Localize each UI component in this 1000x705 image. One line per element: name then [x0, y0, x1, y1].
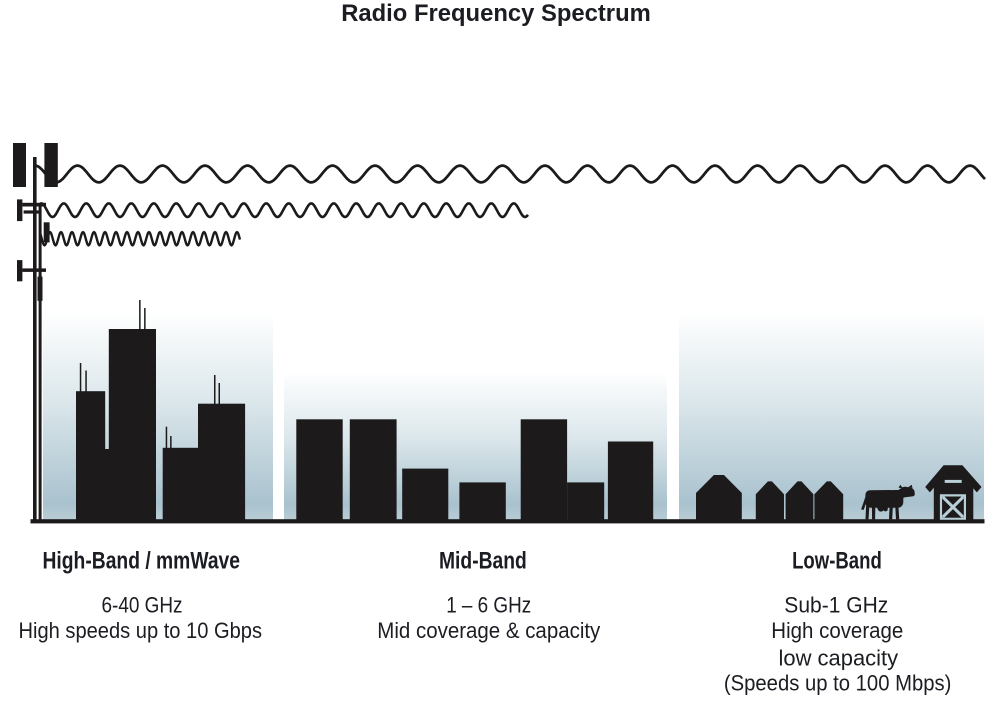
svg-text:6-40 GHz: 6-40 GHz	[102, 592, 183, 617]
svg-text:Sub-1 GHz: Sub-1 GHz	[784, 592, 888, 617]
svg-text:Radio Frequency Spectrum: Radio Frequency Spectrum	[341, 0, 651, 27]
svg-text:High coverage: High coverage	[771, 618, 903, 643]
svg-text:(Speeds up to 100 Mbps): (Speeds up to 100 Mbps)	[724, 671, 952, 696]
svg-text:Mid-Band: Mid-Band	[439, 548, 527, 575]
svg-text:Low-Band: Low-Band	[792, 548, 882, 575]
svg-text:Mid coverage & capacity: Mid coverage & capacity	[377, 618, 600, 643]
svg-text:High-Band / mmWave: High-Band / mmWave	[43, 548, 241, 575]
svg-text:low capacity: low capacity	[779, 646, 899, 671]
svg-text:1 – 6 GHz: 1 – 6 GHz	[446, 592, 531, 617]
svg-text:High speeds up to 10 Gbps: High speeds up to 10 Gbps	[19, 618, 263, 643]
